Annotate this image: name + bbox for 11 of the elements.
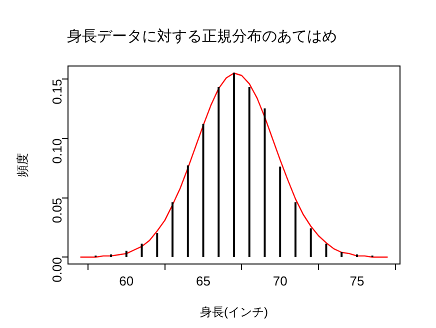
chart-title: 身長データに対する正規分布のあてはめ — [67, 28, 337, 46]
y-tick-label: 0.05 — [50, 198, 65, 224]
x-axis-title: 身長(インチ) — [200, 305, 268, 320]
x-tick-label: 60 — [119, 273, 134, 288]
y-axis-title: 頻度 — [16, 153, 30, 177]
x-tick-label: 75 — [350, 273, 364, 288]
x-tick-label: 70 — [272, 273, 288, 288]
y-tick-label: 0.15 — [50, 79, 65, 104]
y-tick-label: 0.10 — [50, 138, 65, 164]
x-tick-label: 65 — [196, 273, 210, 288]
y-tick-label: 0.00 — [50, 257, 65, 282]
